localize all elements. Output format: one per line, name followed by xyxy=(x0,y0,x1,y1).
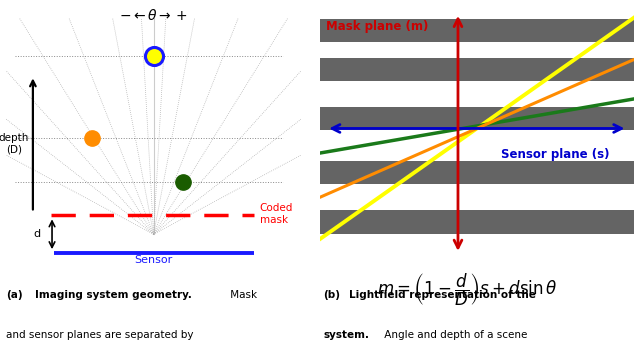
Text: Angle and depth of a scene: Angle and depth of a scene xyxy=(381,330,527,340)
Text: depth
(D): depth (D) xyxy=(0,133,29,155)
Bar xyxy=(320,58,634,81)
Bar xyxy=(320,161,634,184)
Text: Mask plane (m): Mask plane (m) xyxy=(326,20,429,33)
Text: Sensor: Sensor xyxy=(134,255,173,265)
Text: d: d xyxy=(34,229,41,239)
Text: (b): (b) xyxy=(323,290,340,299)
Text: Lightfield representation of the: Lightfield representation of the xyxy=(349,290,536,299)
Text: Sensor plane (s): Sensor plane (s) xyxy=(501,148,609,161)
Text: $-\leftarrow\theta\rightarrow+$: $-\leftarrow\theta\rightarrow+$ xyxy=(119,8,188,24)
Text: Mask: Mask xyxy=(227,290,257,299)
Text: $m = \left(1 - \dfrac{d}{D}\right)s + d\sin\theta$: $m = \left(1 - \dfrac{d}{D}\right)s + d\… xyxy=(377,272,557,309)
Text: system.: system. xyxy=(323,330,369,340)
Text: Imaging system geometry.: Imaging system geometry. xyxy=(35,290,192,299)
Text: (a): (a) xyxy=(6,290,23,299)
Text: and sensor planes are separated by: and sensor planes are separated by xyxy=(6,330,194,340)
Bar xyxy=(320,107,634,130)
Bar xyxy=(320,19,634,42)
Bar xyxy=(320,210,634,233)
Text: Coded
mask: Coded mask xyxy=(260,203,293,225)
